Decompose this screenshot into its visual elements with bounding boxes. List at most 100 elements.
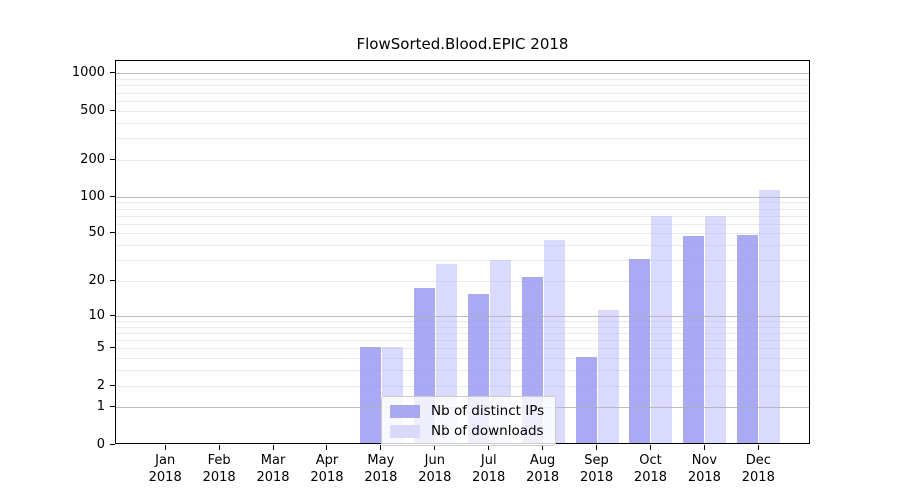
y-tick bbox=[110, 384, 115, 386]
y-tick bbox=[110, 280, 115, 281]
legend-entry-downloads: Nb of downloads bbox=[390, 423, 544, 439]
x-tick-month: Feb bbox=[207, 453, 231, 468]
x-tick bbox=[757, 445, 759, 450]
bar-downloads-Aug bbox=[543, 239, 565, 443]
x-tick bbox=[434, 445, 436, 450]
x-tick bbox=[164, 445, 166, 450]
legend-swatch-distinct-ips bbox=[390, 404, 420, 418]
x-tick-label: Dec 2018 bbox=[728, 453, 788, 486]
legend-label-downloads: Nb of downloads bbox=[431, 423, 544, 439]
gridline-minor bbox=[116, 332, 809, 334]
bar-downloads-Oct bbox=[651, 216, 673, 443]
x-tick-month: Jun bbox=[424, 453, 445, 468]
x-tick-year: 2018 bbox=[741, 469, 775, 485]
gridline-minor bbox=[116, 223, 809, 225]
gridline-minor bbox=[116, 340, 809, 341]
x-tick-month: Aug bbox=[529, 453, 556, 468]
y-tick-label: 5 bbox=[96, 340, 105, 356]
gridline-minor bbox=[116, 370, 809, 372]
x-tick-year: 2018 bbox=[310, 469, 344, 485]
x-tick bbox=[649, 445, 651, 450]
x-tick-month: Jul bbox=[480, 453, 497, 468]
gridline-major bbox=[116, 315, 809, 317]
x-tick-label: May 2018 bbox=[351, 453, 411, 486]
gridline-minor bbox=[116, 358, 809, 360]
x-tick-label: Mar 2018 bbox=[243, 453, 303, 486]
y-tick-label: 100 bbox=[80, 188, 105, 204]
y-tick-label: 200 bbox=[80, 151, 105, 167]
x-tick-year: 2018 bbox=[202, 469, 236, 485]
y-tick bbox=[110, 72, 115, 74]
x-tick-year: 2018 bbox=[472, 469, 506, 485]
bar-downloads-Sep bbox=[597, 309, 619, 443]
x-tick-label: Aug 2018 bbox=[513, 453, 573, 486]
gridline-minor bbox=[116, 260, 809, 262]
x-tick-label: Apr 2018 bbox=[297, 453, 357, 486]
gridline-minor bbox=[116, 92, 809, 94]
gridline-minor bbox=[116, 215, 809, 217]
x-tick-month: May bbox=[367, 453, 395, 468]
bar-ips-Sep bbox=[575, 356, 597, 443]
plot-area: Nb of distinct IPs Nb of downloads bbox=[115, 60, 810, 446]
chart-title: FlowSorted.Blood.EPIC 2018 bbox=[356, 35, 569, 53]
bar-ips-May bbox=[359, 346, 381, 443]
y-tick-label: 20 bbox=[88, 273, 105, 288]
gridline-minor bbox=[116, 348, 809, 350]
y-tick-label: 1 bbox=[96, 399, 105, 415]
x-tick-label: Sep 2018 bbox=[567, 453, 627, 486]
gridline-minor bbox=[116, 100, 809, 102]
gridline-minor bbox=[116, 122, 809, 124]
x-tick bbox=[542, 445, 544, 450]
y-tick bbox=[110, 347, 115, 349]
x-tick-year: 2018 bbox=[526, 469, 560, 485]
x-tick-label: Oct 2018 bbox=[620, 453, 680, 486]
gridline-minor bbox=[116, 245, 809, 247]
gridline-major bbox=[116, 196, 809, 198]
x-tick bbox=[272, 445, 274, 450]
x-tick bbox=[218, 445, 220, 450]
legend-swatch-downloads bbox=[390, 424, 420, 438]
x-tick-year: 2018 bbox=[687, 469, 721, 485]
legend-entry-distinct-ips: Nb of distinct IPs bbox=[390, 403, 544, 419]
legend: Nb of distinct IPs Nb of downloads bbox=[381, 396, 557, 446]
bar-downloads-Nov bbox=[705, 216, 727, 443]
y-tick bbox=[110, 158, 115, 160]
x-tick bbox=[380, 445, 382, 450]
x-tick-month: Apr bbox=[315, 453, 339, 468]
y-tick bbox=[110, 195, 115, 197]
gridline-minor bbox=[116, 281, 809, 282]
x-tick-month: Sep bbox=[584, 453, 609, 468]
x-tick-month: Dec bbox=[745, 453, 771, 468]
x-tick-label: Jun 2018 bbox=[405, 453, 465, 486]
x-tick-label: Jan 2018 bbox=[135, 453, 195, 486]
x-tick-month: Jan bbox=[155, 453, 176, 468]
x-tick bbox=[596, 445, 598, 450]
x-tick-label: Feb 2018 bbox=[189, 453, 249, 486]
bar-ips-Dec bbox=[737, 235, 759, 443]
gridline-minor bbox=[116, 385, 809, 387]
bar-ips-Oct bbox=[629, 258, 651, 443]
x-tick-month: Oct bbox=[639, 453, 662, 468]
gridline-minor bbox=[116, 233, 809, 235]
x-tick bbox=[326, 445, 328, 450]
y-tick-label: 2 bbox=[96, 377, 105, 393]
y-tick bbox=[110, 406, 115, 408]
gridline-minor bbox=[116, 110, 809, 112]
y-tick-label: 50 bbox=[88, 225, 105, 241]
x-tick-year: 2018 bbox=[364, 469, 398, 485]
x-tick-year: 2018 bbox=[418, 469, 452, 485]
x-tick-year: 2018 bbox=[580, 469, 614, 485]
x-tick bbox=[703, 445, 705, 450]
gridline-minor bbox=[116, 159, 809, 161]
y-tick-label: 500 bbox=[80, 102, 105, 118]
gridline-minor bbox=[116, 326, 809, 328]
y-tick-label: 1000 bbox=[71, 65, 105, 81]
y-tick bbox=[110, 109, 115, 111]
gridline-minor bbox=[116, 79, 809, 81]
x-tick-label: Jul 2018 bbox=[459, 453, 519, 486]
gridline-major bbox=[116, 73, 809, 75]
legend-label-distinct-ips: Nb of distinct IPs bbox=[431, 403, 545, 419]
x-tick-year: 2018 bbox=[256, 469, 290, 485]
y-tick bbox=[110, 443, 115, 445]
